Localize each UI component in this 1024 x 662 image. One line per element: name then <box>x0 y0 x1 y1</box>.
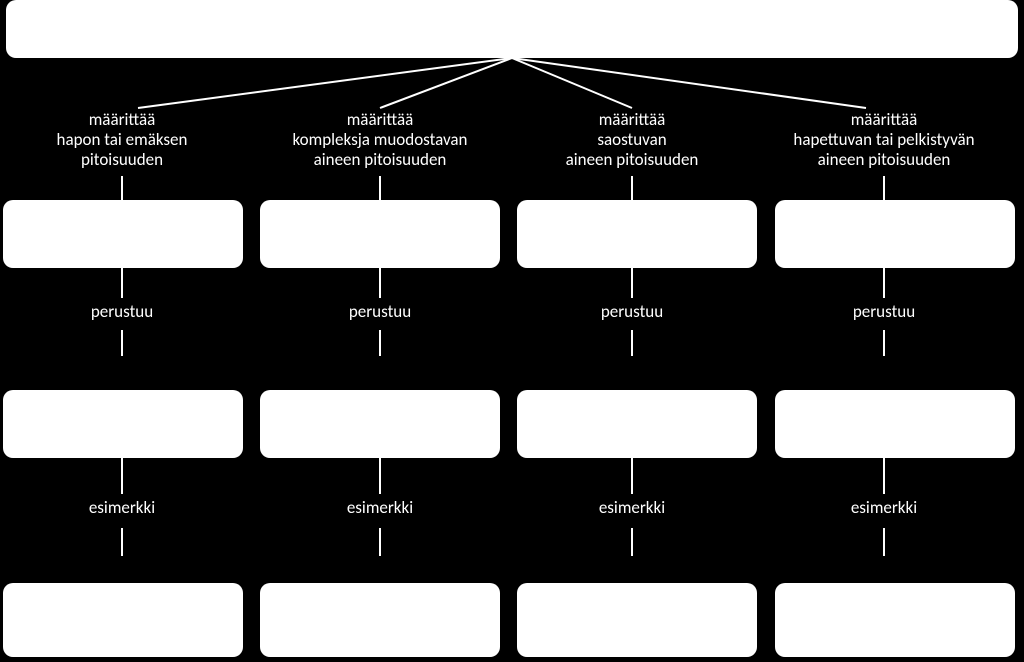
example-box-2 <box>517 583 757 657</box>
basis-box-0 <box>3 390 243 458</box>
vline-0-d <box>121 458 123 494</box>
basis-box-1 <box>260 390 500 458</box>
vline-1-c <box>379 330 381 356</box>
descriptor-2: määrittää saostuvan aineen pitoisuuden <box>502 110 762 170</box>
type-box-2 <box>517 200 757 268</box>
type-box-1 <box>260 200 500 268</box>
vline-1-b <box>379 268 381 298</box>
vline-1-e <box>379 528 381 556</box>
example-box-0 <box>3 583 243 657</box>
vline-3-b <box>883 268 885 298</box>
vline-1-a <box>379 176 381 200</box>
descriptor-1: määrittää kompleksja muodostavan aineen … <box>250 110 510 170</box>
vline-2-e <box>631 528 633 556</box>
perustuu-0: perustuu <box>0 302 252 322</box>
type-box-3 <box>775 200 1015 268</box>
esimerkki-2: esimerkki <box>502 498 762 518</box>
descriptor-0: määrittää hapon tai emäksen pitoisuuden <box>0 110 252 170</box>
vline-0-c <box>121 330 123 356</box>
vline-3-c <box>883 330 885 356</box>
vline-1-d <box>379 458 381 494</box>
descriptor-3: määrittää hapettuvan tai pelkistyvän ain… <box>754 110 1014 170</box>
vline-2-d <box>631 458 633 494</box>
root-box <box>6 0 1018 58</box>
vline-2-a <box>631 176 633 200</box>
type-box-0 <box>3 200 243 268</box>
perustuu-3: perustuu <box>754 302 1014 322</box>
fan-connectors <box>0 0 1024 662</box>
vline-3-e <box>883 528 885 556</box>
esimerkki-0: esimerkki <box>0 498 252 518</box>
perustuu-1: perustuu <box>250 302 510 322</box>
perustuu-2: perustuu <box>502 302 762 322</box>
diagram-canvas: määrittää hapon tai emäksen pitoisuuden p… <box>0 0 1024 662</box>
example-box-1 <box>260 583 500 657</box>
vline-0-a <box>121 176 123 200</box>
vline-2-b <box>631 268 633 298</box>
vline-3-d <box>883 458 885 494</box>
basis-box-2 <box>517 390 757 458</box>
example-box-3 <box>775 583 1015 657</box>
vline-0-b <box>121 268 123 298</box>
basis-box-3 <box>775 390 1015 458</box>
esimerkki-3: esimerkki <box>754 498 1014 518</box>
esimerkki-1: esimerkki <box>250 498 510 518</box>
vline-3-a <box>883 176 885 200</box>
vline-0-e <box>121 528 123 556</box>
vline-2-c <box>631 330 633 356</box>
